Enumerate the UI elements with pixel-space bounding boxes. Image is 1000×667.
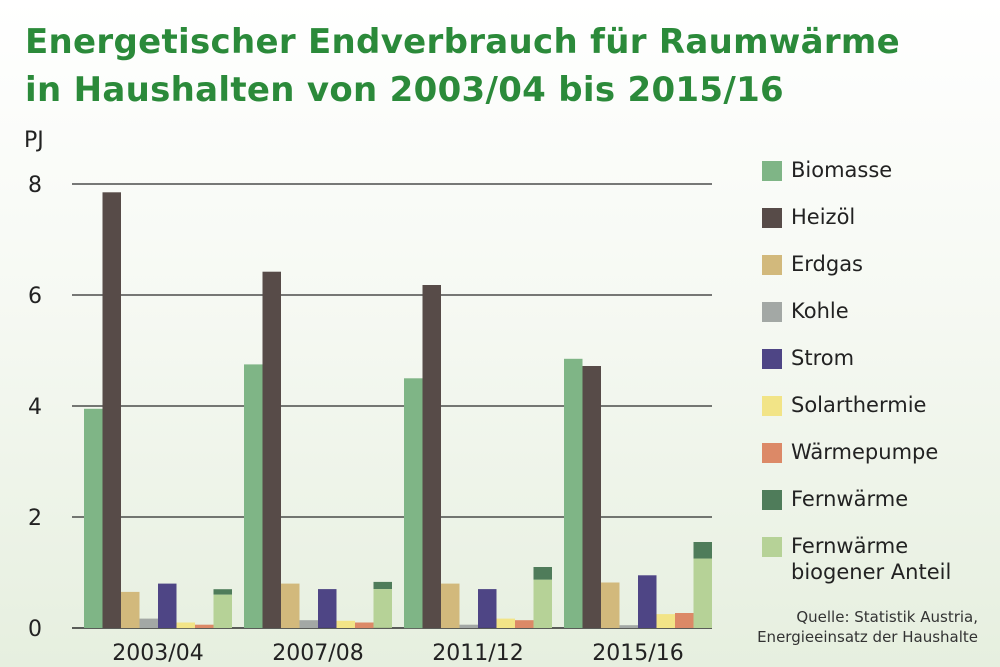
label-layer: 0 2 4 6 8 2003/04 2007/08 2011/12 2015/16 <box>28 173 684 666</box>
bar-heizöl-2007-08 <box>262 271 281 628</box>
legend-swatch <box>762 490 782 510</box>
bar-strom-2011-12 <box>478 589 497 628</box>
legend-swatch <box>762 443 782 463</box>
source-line-1: Quelle: Statistik Austria, <box>796 608 978 626</box>
bar-solarthermie-2011-12 <box>496 618 515 628</box>
bar-kohle-2003-04 <box>139 618 158 628</box>
bar-layer <box>84 192 712 629</box>
legend-label: Kohle <box>791 299 849 323</box>
bar-solarthermie-2007-08 <box>336 620 355 628</box>
bar-erdgas-2007-08 <box>281 583 300 628</box>
legend-label-line: biogener Anteil <box>791 560 952 584</box>
bar-biomasse-2011-12 <box>404 378 423 629</box>
bar-heizöl-2011-12 <box>422 285 441 628</box>
source-line-2: Energieeinsatz der Haushalte <box>757 628 978 646</box>
legend-label: Solarthermie <box>791 393 927 417</box>
bar-biomasse-2015-16 <box>564 358 583 628</box>
legend-swatch <box>762 537 782 557</box>
legend-swatch <box>762 255 782 275</box>
y-tick-label: 8 <box>28 173 42 198</box>
legend-label: Biomasse <box>791 158 893 182</box>
bar-heizöl-2015-16 <box>582 366 601 628</box>
legend-label: Fernwärme biogener Anteil <box>791 533 991 585</box>
y-tick-label: 0 <box>28 617 42 642</box>
legend-label: Heizöl <box>791 205 856 229</box>
legend-swatch <box>762 349 782 369</box>
chart-title-line-2: in Haushalten von 2003/04 bis 2015/16 <box>25 70 784 110</box>
legend-label: Erdgas <box>791 252 864 276</box>
y-axis-unit-label: PJ <box>24 128 44 153</box>
bar-wärmepumpe-2007-08 <box>355 622 374 629</box>
bar-strom-2003-04 <box>158 583 177 628</box>
legend-swatch <box>762 396 782 416</box>
y-tick-label: 6 <box>28 284 42 309</box>
legend-label: Wärmepumpe <box>791 440 939 464</box>
legend-label: Strom <box>791 346 855 370</box>
bar-fernwärme-biogener-anteil-2011-12 <box>533 579 552 628</box>
source-note: Quelle: Statistik Austria, Energieeinsat… <box>757 607 978 647</box>
bar-fernwärme-2011-12 <box>533 567 552 580</box>
y-tick-label: 2 <box>28 506 42 531</box>
bar-kohle-2007-08 <box>299 620 318 628</box>
bar-fernwärme-2015-16 <box>693 542 712 559</box>
legend-swatch <box>762 161 782 181</box>
bar-heizöl-2003-04 <box>102 192 121 629</box>
bar-strom-2007-08 <box>318 589 337 628</box>
bar-solarthermie-2015-16 <box>656 614 675 628</box>
bar-fernwärme-biogener-anteil-2003-04 <box>213 594 232 628</box>
bar-solarthermie-2003-04 <box>176 622 195 629</box>
x-tick-label: 2011/12 <box>432 641 523 666</box>
bar-fernwärme-2003-04 <box>213 589 232 595</box>
bar-kohle-2015-16 <box>619 625 638 628</box>
y-tick-label: 4 <box>28 395 42 420</box>
chart-title: Energetischer Endverbrauch für Raumwärme… <box>25 18 900 114</box>
x-tick-label: 2007/08 <box>272 641 363 666</box>
grid-layer <box>72 183 712 629</box>
bar-biomasse-2007-08 <box>244 364 263 628</box>
bar-erdgas-2003-04 <box>121 591 140 628</box>
legend-swatch <box>762 302 782 322</box>
bar-wärmepumpe-2003-04 <box>195 624 214 628</box>
x-tick-label: 2003/04 <box>112 641 203 666</box>
legend-label-line: Fernwärme <box>791 534 909 558</box>
bar-kohle-2011-12 <box>459 624 478 628</box>
legend-label: Fernwärme <box>791 487 909 511</box>
legend-swatch <box>762 208 782 228</box>
bar-biomasse-2003-04 <box>84 408 103 628</box>
x-tick-label: 2015/16 <box>592 641 683 666</box>
bar-strom-2015-16 <box>638 575 657 628</box>
bar-erdgas-2015-16 <box>601 582 620 628</box>
bar-fernwärme-2007-08 <box>373 581 392 590</box>
bar-wärmepumpe-2011-12 <box>515 620 534 628</box>
bar-fernwärme-biogener-anteil-2007-08 <box>373 589 392 628</box>
bar-fernwärme-biogener-anteil-2015-16 <box>693 558 712 628</box>
chart-title-line-1: Energetischer Endverbrauch für Raumwärme <box>25 22 900 62</box>
bar-erdgas-2011-12 <box>441 583 460 628</box>
bar-wärmepumpe-2015-16 <box>675 613 694 628</box>
